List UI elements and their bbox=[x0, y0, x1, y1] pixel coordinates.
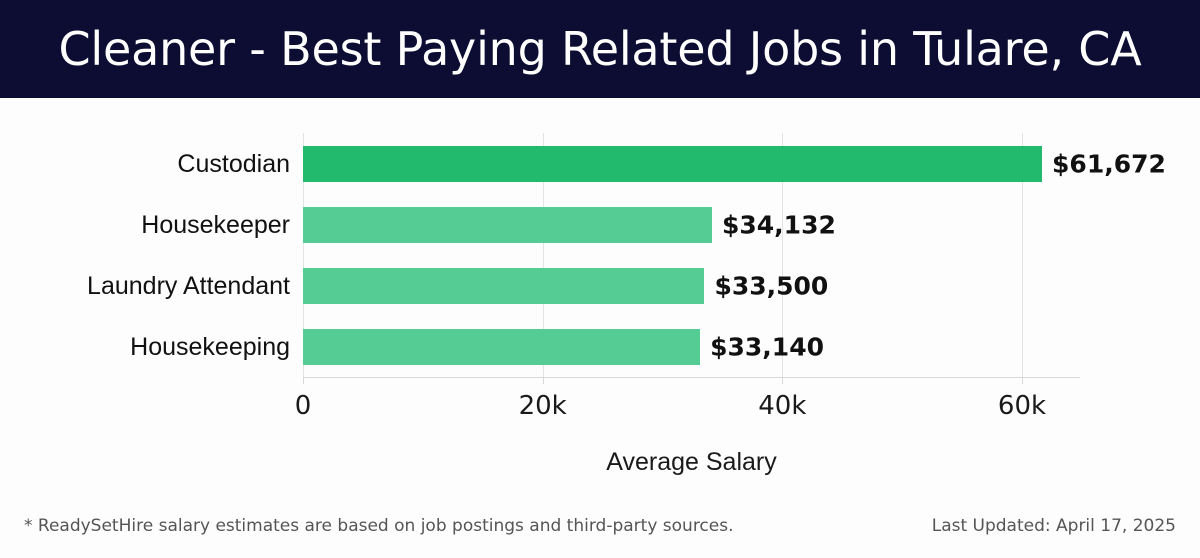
bar-value-label: $34,132 bbox=[722, 210, 836, 240]
footer-disclaimer: * ReadySetHire salary estimates are base… bbox=[24, 516, 734, 536]
category-label-custodian: Custodian bbox=[177, 149, 290, 178]
bar-value-label: $33,140 bbox=[710, 332, 824, 362]
bar-custodian[interactable] bbox=[303, 146, 1043, 182]
category-label-housekeeping: Housekeeping bbox=[130, 332, 290, 361]
gridline-0 bbox=[303, 133, 304, 377]
tick-mark-0 bbox=[303, 377, 304, 384]
bar-value-label: $33,500 bbox=[714, 271, 829, 301]
plot-area bbox=[303, 133, 1080, 377]
x-axis-line bbox=[303, 377, 1080, 378]
bar-row[interactable]: $33,140 bbox=[303, 329, 824, 365]
bar-row[interactable]: $34,132 bbox=[303, 207, 836, 243]
bar-value-label: $61,672 bbox=[1052, 149, 1166, 179]
x-tick-label: 0 bbox=[294, 391, 312, 421]
bar-housekeeper[interactable] bbox=[303, 207, 712, 243]
gridline-20k bbox=[542, 133, 544, 377]
bar-housekeeping[interactable] bbox=[303, 329, 701, 365]
tick-mark-40k bbox=[782, 377, 784, 384]
tick-mark-20k bbox=[542, 377, 544, 384]
x-axis-title: Average Salary bbox=[606, 448, 777, 476]
bar-row[interactable]: $33,500 bbox=[303, 268, 828, 304]
tick-mark-60k bbox=[1022, 377, 1023, 384]
category-label-laundry-attendant: Laundry Attendant bbox=[87, 271, 290, 300]
page-title: Cleaner - Best Paying Related Jobs in Tu… bbox=[58, 22, 1142, 76]
footer-last-updated: Last Updated: April 17, 2025 bbox=[931, 516, 1176, 536]
bar-laundry-attendant[interactable] bbox=[303, 268, 705, 304]
header-bar bbox=[0, 0, 1200, 98]
gridline-60k bbox=[1022, 133, 1023, 377]
category-label-housekeeper: Housekeeper bbox=[141, 210, 290, 239]
x-tick-label: 40k bbox=[758, 391, 807, 421]
bar-row[interactable]: $61,672 bbox=[303, 146, 1166, 182]
x-tick-label: 60k bbox=[997, 391, 1047, 421]
x-tick-label: 20k bbox=[518, 391, 567, 421]
gridline-40k bbox=[782, 133, 784, 377]
